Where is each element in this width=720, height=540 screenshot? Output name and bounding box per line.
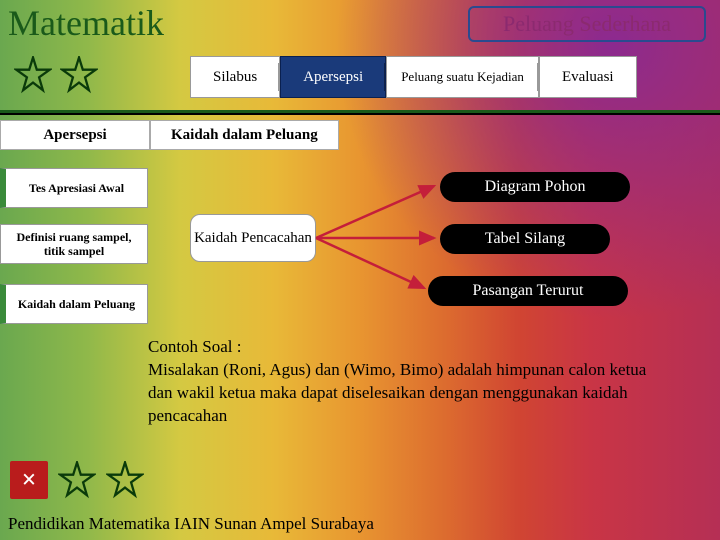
page-title: Matematik (8, 2, 164, 44)
subtitle-box: Peluang Sederhana (468, 6, 706, 42)
node-diagram-pohon[interactable]: Diagram Pohon (440, 172, 630, 202)
footer-icons: × (10, 461, 144, 504)
center-node[interactable]: Kaidah Pencacahan (190, 214, 316, 262)
breadcrumb: Apersepsi Kaidah dalam Peluang (0, 120, 339, 150)
node-tabel-silang[interactable]: Tabel Silang (440, 224, 610, 254)
close-icon[interactable]: × (10, 461, 48, 499)
footer-text: Pendidikan Matematika IAIN Sunan Ampel S… (8, 514, 374, 534)
nav-apersepsi[interactable]: Apersepsi (280, 56, 386, 98)
node-pasangan-terurut[interactable]: Pasangan Terurut (428, 276, 628, 306)
subtitle-text: Peluang Sederhana (503, 11, 671, 37)
star-icon (14, 56, 52, 99)
sidebar-item-kaidah[interactable]: Kaidah dalam Peluang (0, 284, 148, 324)
breadcrumb-current: Kaidah dalam Peluang (150, 120, 339, 150)
sidebar-item-definisi[interactable]: Definisi ruang sampel, titik sampel (0, 224, 148, 264)
nav-evaluasi[interactable]: Evaluasi (539, 56, 637, 98)
body-text: Contoh Soal : Misalakan (Roni, Agus) dan… (148, 336, 668, 428)
star-icon (106, 461, 144, 504)
star-icon (60, 56, 98, 99)
nav-peluang-kejadian[interactable]: Peluang suatu Kejadian (386, 56, 539, 98)
breadcrumb-root[interactable]: Apersepsi (0, 120, 150, 150)
star-decor (14, 56, 98, 99)
sidebar-item-tes-apresiasi[interactable]: Tes Apresiasi Awal (0, 168, 148, 208)
divider-black (0, 113, 720, 115)
top-nav: Silabus Apersepsi Peluang suatu Kejadian… (190, 56, 637, 98)
nav-silabus[interactable]: Silabus (190, 56, 280, 98)
star-icon (58, 461, 96, 504)
